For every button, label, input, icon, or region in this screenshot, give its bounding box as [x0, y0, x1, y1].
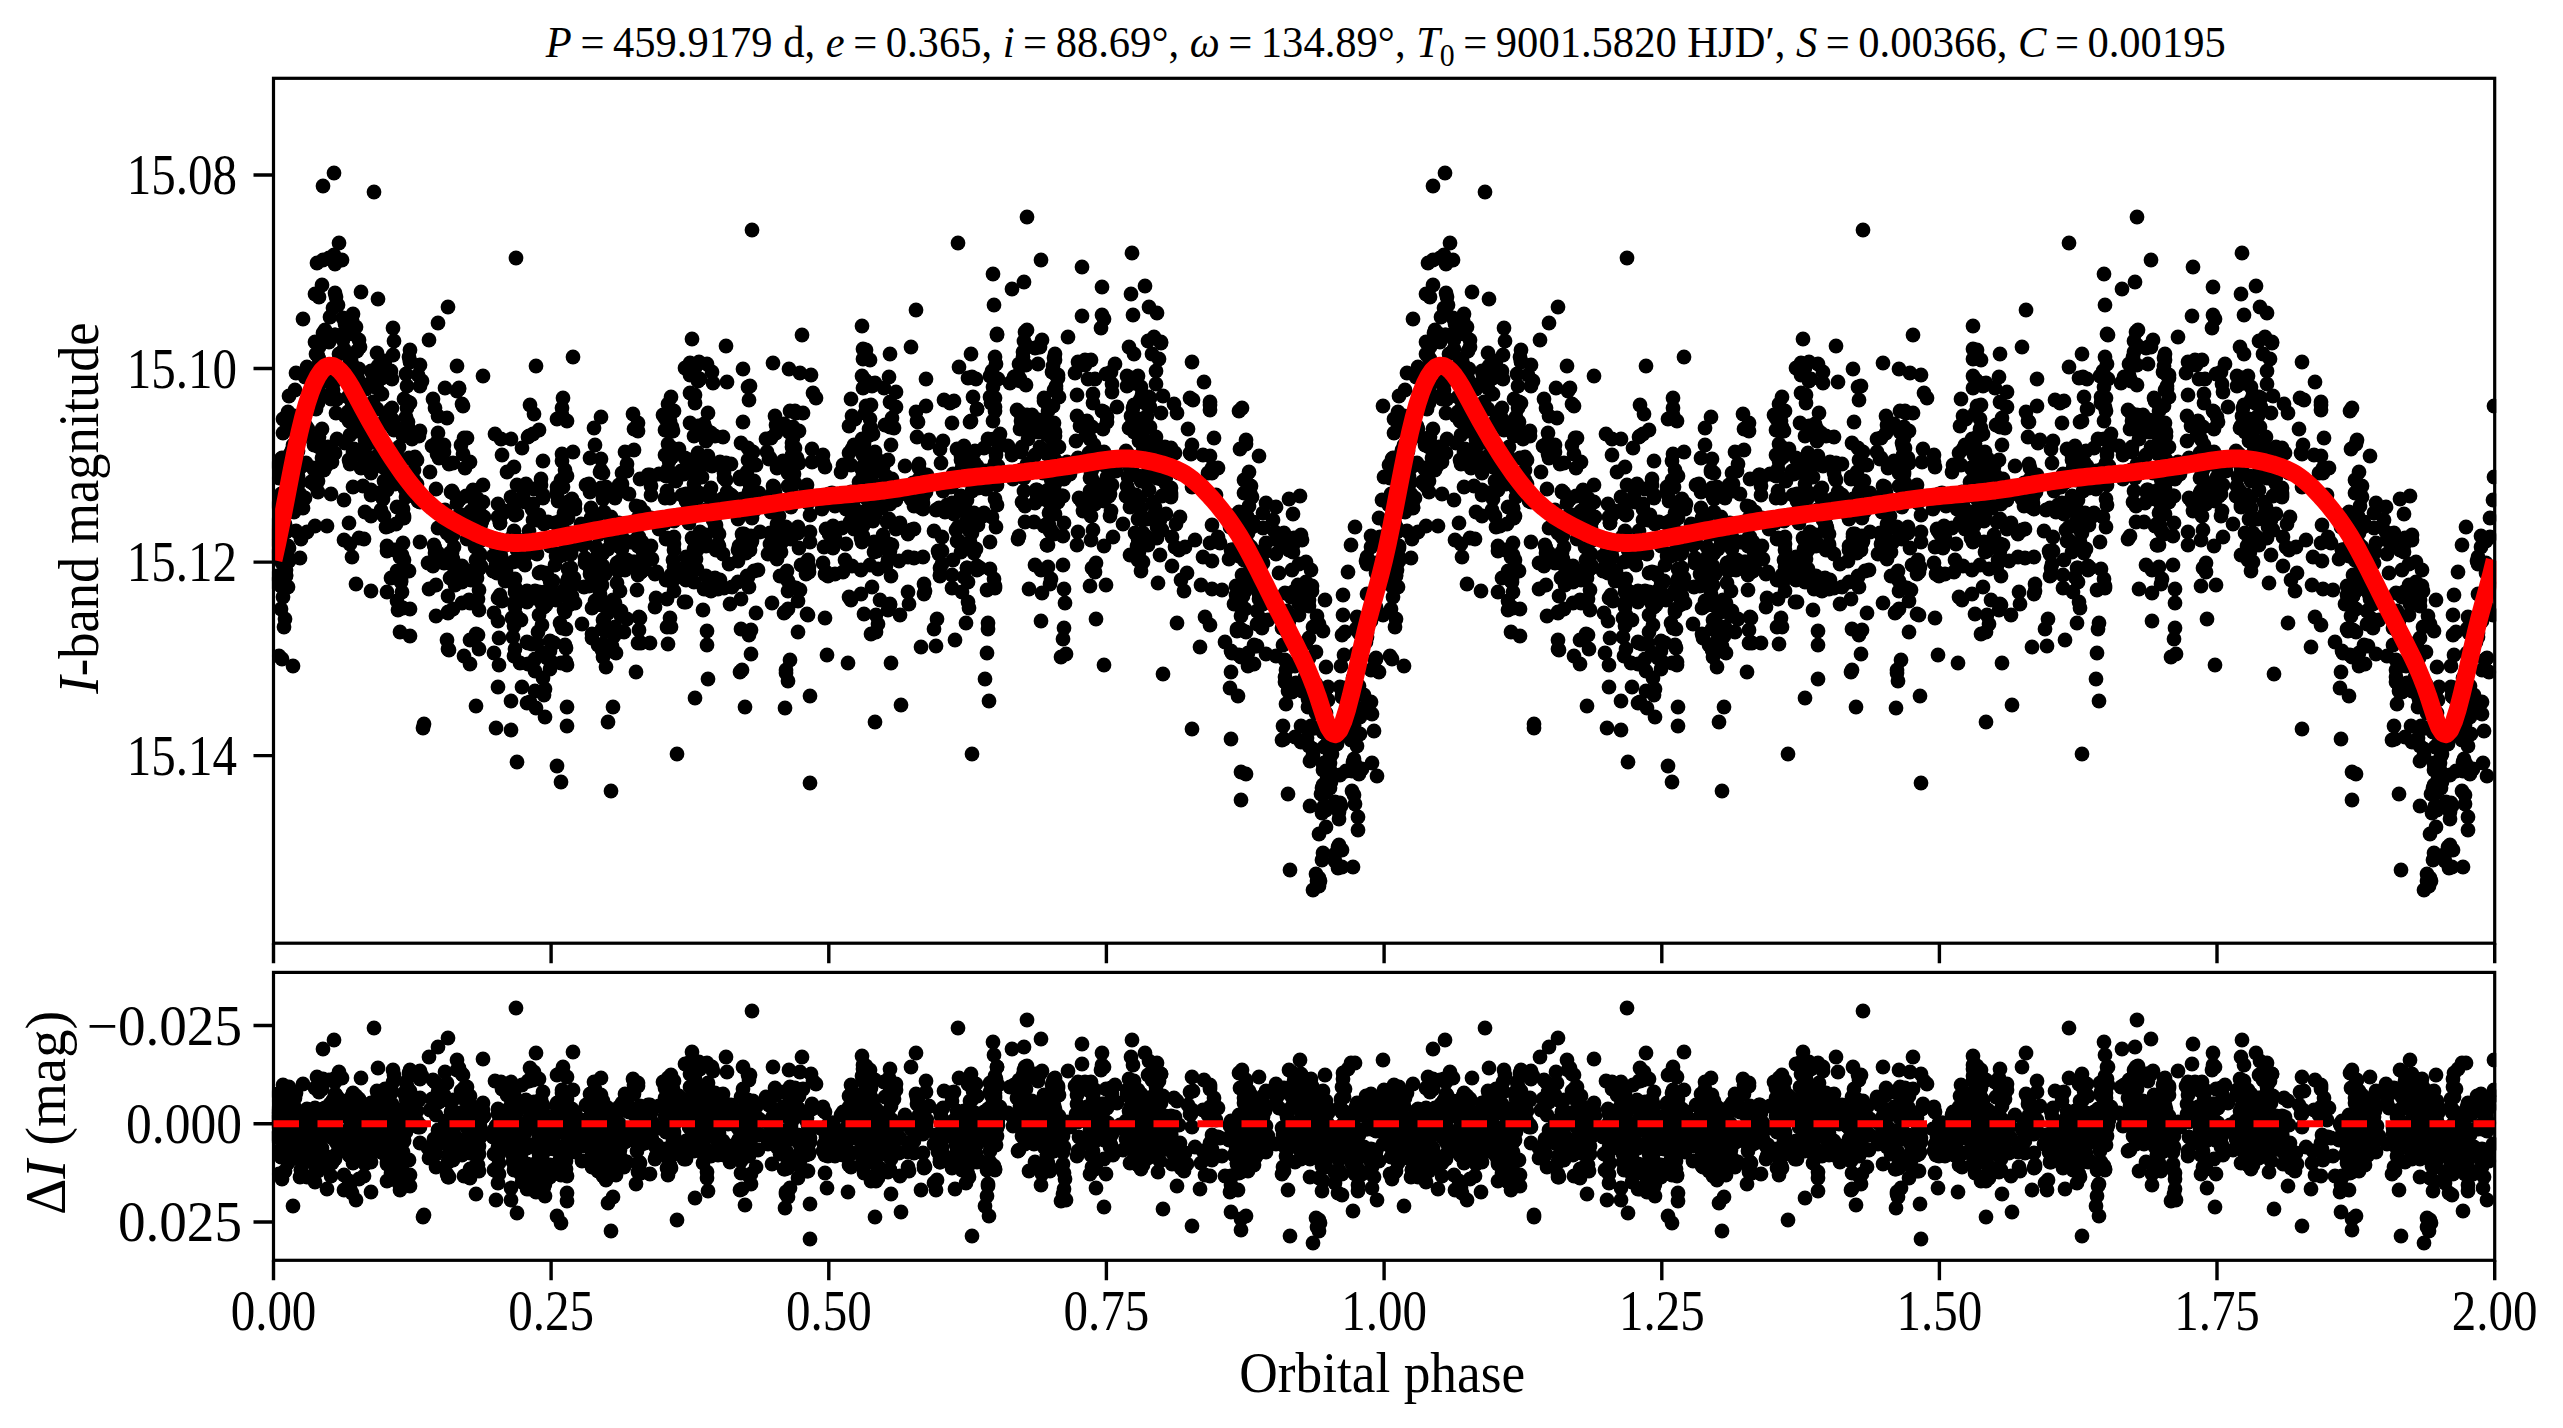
- svg-text:I-band magnitude: I-band magnitude: [47, 322, 110, 694]
- svg-text:15.08: 15.08: [127, 144, 237, 206]
- svg-text:1.50: 1.50: [1897, 1279, 1983, 1341]
- svg-text:−0.025: −0.025: [87, 994, 242, 1056]
- svg-text:1.75: 1.75: [2174, 1279, 2260, 1341]
- svg-text:Orbital phase: Orbital phase: [1239, 1342, 1525, 1405]
- svg-text:0.000: 0.000: [126, 1093, 242, 1155]
- svg-text:1.25: 1.25: [1619, 1279, 1705, 1341]
- svg-text:0.50: 0.50: [786, 1279, 872, 1341]
- svg-text:0.025: 0.025: [118, 1191, 242, 1253]
- svg-text:15.14: 15.14: [127, 725, 237, 787]
- svg-text:2.00: 2.00: [2452, 1279, 2538, 1341]
- svg-text:15.12: 15.12: [127, 531, 237, 593]
- svg-text:ΔI (mag): ΔI (mag): [15, 1011, 78, 1215]
- svg-text:P = 459.9179 d, e = 0.365, i =: P = 459.9179 d, e = 0.365, i = 88.69°, ω…: [545, 17, 2226, 73]
- svg-text:0.00: 0.00: [231, 1279, 317, 1341]
- svg-text:0.75: 0.75: [1064, 1279, 1150, 1341]
- svg-text:0.25: 0.25: [508, 1279, 594, 1341]
- svg-text:15.10: 15.10: [127, 337, 237, 399]
- svg-text:1.00: 1.00: [1341, 1279, 1427, 1341]
